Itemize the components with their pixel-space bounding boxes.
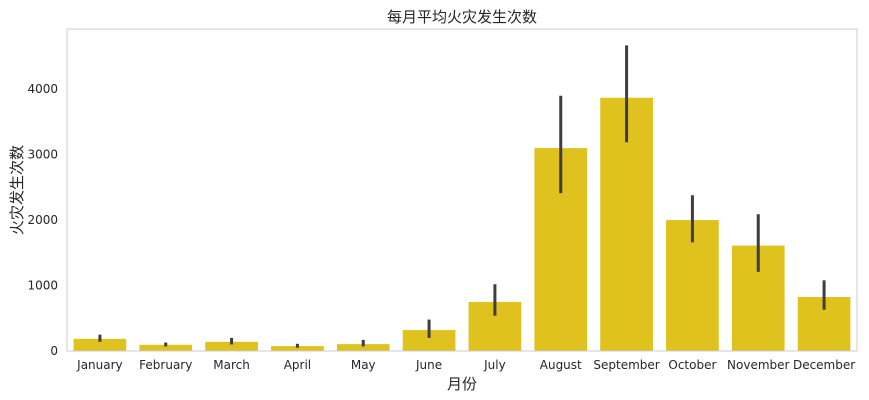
x-tick-label-november: November (727, 358, 789, 372)
x-tick-label-march: March (213, 358, 250, 372)
chart-title: 每月平均火灾发生次数 (387, 8, 537, 26)
bars-layer (73, 97, 851, 351)
x-tick-label-october: October (668, 358, 716, 372)
x-tick-label-april: April (284, 358, 311, 372)
y-ticks-layer: 0 1000 2000 3000 4000 (27, 82, 58, 358)
x-ticks-layer: January February March April May June July Augu… (76, 358, 855, 372)
error-bars-layer (98, 45, 826, 348)
x-tick-label-june: June (415, 358, 442, 372)
bar-may (336, 344, 390, 351)
x-tick-label-september: September (593, 358, 659, 372)
bar-april (271, 346, 324, 351)
x-tick-label-january: January (76, 358, 123, 372)
x-tick-label-august: August (540, 358, 582, 372)
y-tick-label-4000: 4000 (27, 82, 58, 96)
y-tick-label-0: 0 (50, 344, 58, 358)
x-tick-label-february: February (139, 358, 192, 372)
y-tick-label-3000: 3000 (27, 148, 58, 162)
x-tick-label-december: December (793, 358, 855, 372)
bar-january (73, 338, 127, 351)
x-axis-title: 月份 (447, 375, 477, 393)
y-axis-title: 火灾发生次数 (8, 145, 26, 235)
axes-frame (66, 28, 858, 352)
bar-february (139, 344, 193, 351)
y-tick-label-2000: 2000 (27, 213, 58, 227)
x-tick-label-may: May (351, 358, 376, 372)
x-tick-label-july: July (483, 358, 506, 372)
y-tick-label-1000: 1000 (27, 279, 58, 293)
bar-june (402, 330, 456, 351)
bar-march (205, 341, 258, 351)
